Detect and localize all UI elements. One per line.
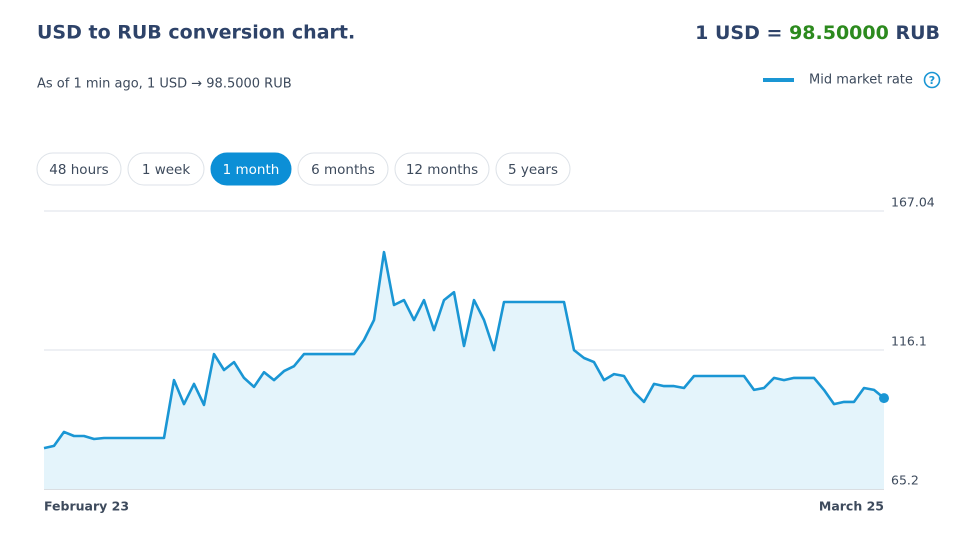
help-text: ? — [929, 74, 935, 87]
plot: 65.2 116.1 167.04 February 23 March 25 — [43, 195, 935, 514]
button-label: 1 month — [223, 162, 280, 178]
button-bg — [297, 152, 389, 186]
button-bg — [127, 152, 205, 186]
title: USD to RUB conversion chart. — [37, 22, 355, 44]
rate: 1 USD = 98.50000 RUB — [695, 22, 940, 44]
button-label: 48 hours — [49, 162, 108, 178]
y-tick-label: 65.2 — [891, 473, 919, 488]
area — [44, 252, 884, 489]
range-button[interactable]: 12 months — [394, 152, 490, 186]
range-button[interactable]: 48 hours — [36, 152, 122, 186]
range-button[interactable]: 1 month — [210, 152, 292, 186]
help-circle — [923, 71, 941, 89]
button-bg — [210, 152, 292, 186]
help-icon[interactable]: ? — [923, 71, 941, 89]
range-button[interactable]: 6 months — [297, 152, 389, 186]
y-tick-label: 167.04 — [891, 195, 935, 210]
rate-prefix: 1 USD = — [695, 22, 782, 44]
button-label: 12 months — [406, 162, 478, 178]
x-tick-label: March 25 — [819, 499, 884, 514]
button-label: 5 years — [508, 162, 558, 178]
y-tick-label: 116.1 — [891, 334, 927, 349]
button-bg — [36, 152, 122, 186]
legend-label: Mid market rate — [809, 73, 913, 88]
button-bg — [394, 152, 490, 186]
button-bg — [495, 152, 571, 186]
range-button[interactable]: 1 week — [127, 152, 205, 186]
range-buttons: 48 hours 1 week 1 month 6 months 12 months 5 … — [36, 152, 571, 186]
end-point — [879, 393, 889, 404]
rate-suffix: RUB — [895, 22, 940, 44]
rate-value: 98.50000 — [789, 22, 889, 44]
subtitle: As of 1 min ago, 1 USD → 98.5000 RUB — [37, 77, 292, 92]
button-label: 1 week — [142, 162, 191, 178]
line — [43, 250, 885, 450]
range-button[interactable]: 5 years — [495, 152, 571, 186]
button-label: 6 months — [311, 162, 375, 178]
x-tick-label: February 23 — [44, 499, 129, 514]
